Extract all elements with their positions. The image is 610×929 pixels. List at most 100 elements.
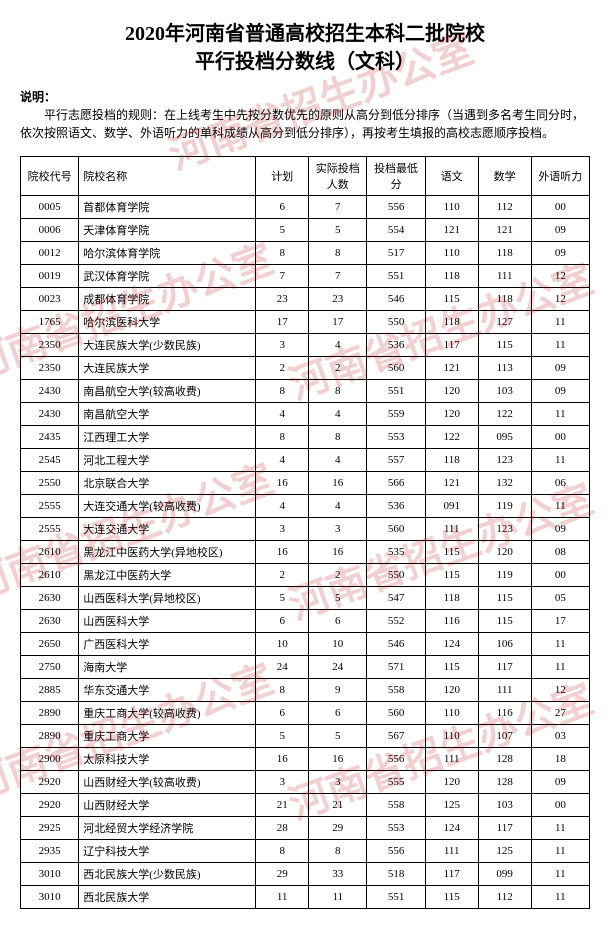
table-cell: 4 xyxy=(256,449,309,472)
table-cell: 16 xyxy=(256,541,309,564)
table-cell: 2630 xyxy=(21,587,79,610)
table-cell: 117 xyxy=(425,863,478,886)
table-cell: 4 xyxy=(256,495,309,518)
table-cell: 121 xyxy=(425,357,478,380)
table-cell: 550 xyxy=(367,311,425,334)
table-cell: 11 xyxy=(531,656,589,679)
table-cell: 0006 xyxy=(21,219,79,242)
table-cell: 11 xyxy=(256,886,309,909)
table-cell: 547 xyxy=(367,587,425,610)
title-line1: 2020年河南省普通高校招生本科二批院校 xyxy=(20,20,590,48)
table-cell: 553 xyxy=(367,426,425,449)
table-cell: 116 xyxy=(478,702,531,725)
table-row: 2900太原科技大学161655611112818 xyxy=(21,748,590,771)
table-cell: 127 xyxy=(478,311,531,334)
table-cell: 551 xyxy=(367,265,425,288)
table-cell: 06 xyxy=(531,472,589,495)
table-cell: 23 xyxy=(309,288,367,311)
table-cell: 118 xyxy=(425,587,478,610)
table-cell: 5 xyxy=(309,587,367,610)
table-cell: 567 xyxy=(367,725,425,748)
table-cell: 128 xyxy=(478,748,531,771)
table-cell: 西北民族大学(少数民族) xyxy=(79,863,256,886)
table-cell: 10 xyxy=(256,633,309,656)
table-cell: 08 xyxy=(531,541,589,564)
table-cell: 117 xyxy=(478,817,531,840)
table-cell: 117 xyxy=(478,656,531,679)
th-plan: 计划 xyxy=(256,157,309,196)
table-cell: 北京联合大学 xyxy=(79,472,256,495)
table-cell: 124 xyxy=(425,817,478,840)
table-row: 0012哈尔滨体育学院8851711011809 xyxy=(21,242,590,265)
table-cell: 128 xyxy=(478,771,531,794)
table-cell: 西北民族大学 xyxy=(79,886,256,909)
table-row: 2650广西医科大学101054612410611 xyxy=(21,633,590,656)
table-cell: 黑龙江中医药大学(异地校区) xyxy=(79,541,256,564)
table-row: 2435江西理工大学8855312209500 xyxy=(21,426,590,449)
table-cell: 27 xyxy=(531,702,589,725)
table-cell: 556 xyxy=(367,748,425,771)
table-cell: 21 xyxy=(309,794,367,817)
table-row: 2920山西财经大学(较高收费)3355512012809 xyxy=(21,771,590,794)
table-cell: 28 xyxy=(256,817,309,840)
table-cell: 110 xyxy=(425,702,478,725)
table-cell: 546 xyxy=(367,288,425,311)
table-cell: 2610 xyxy=(21,564,79,587)
table-cell: 大连交通大学(较高收费) xyxy=(79,495,256,518)
table-row: 2630山西医科大学(异地校区)5554711811505 xyxy=(21,587,590,610)
table-cell: 16 xyxy=(256,748,309,771)
table-row: 2610黑龙江中医药大学2255011511900 xyxy=(21,564,590,587)
table-cell: 107 xyxy=(478,725,531,748)
table-cell: 103 xyxy=(478,380,531,403)
table-cell: 12 xyxy=(531,679,589,702)
table-row: 2610黑龙江中医药大学(异地校区)161653511512008 xyxy=(21,541,590,564)
table-cell: 118 xyxy=(478,288,531,311)
table-cell: 哈尔滨医科大学 xyxy=(79,311,256,334)
table-row: 3010西北民族大学111155111511211 xyxy=(21,886,590,909)
table-cell: 118 xyxy=(425,265,478,288)
th-shuxue: 数学 xyxy=(478,157,531,196)
table-cell: 119 xyxy=(478,495,531,518)
table-cell: 09 xyxy=(531,380,589,403)
table-cell: 武汉体育学院 xyxy=(79,265,256,288)
table-cell: 115 xyxy=(425,564,478,587)
table-row: 2935辽宁科技大学8855611112511 xyxy=(21,840,590,863)
table-cell: 3 xyxy=(256,518,309,541)
table-row: 2430南昌航空大学(较高收费)8855112010309 xyxy=(21,380,590,403)
table-cell: 4 xyxy=(256,403,309,426)
table-cell: 3 xyxy=(309,771,367,794)
table-cell: 4 xyxy=(309,495,367,518)
table-cell: 2555 xyxy=(21,518,79,541)
table-cell: 0005 xyxy=(21,196,79,219)
table-cell: 4 xyxy=(309,449,367,472)
table-row: 0023成都体育学院232354611511812 xyxy=(21,288,590,311)
table-cell: 重庆工商大学 xyxy=(79,725,256,748)
table-cell: 120 xyxy=(478,541,531,564)
table-row: 2890重庆工商大学(较高收费)6656011011627 xyxy=(21,702,590,725)
note-label: 说明： xyxy=(20,90,56,104)
table-cell: 2750 xyxy=(21,656,79,679)
table-cell: 517 xyxy=(367,242,425,265)
table-cell: 3010 xyxy=(21,863,79,886)
table-cell: 103 xyxy=(478,794,531,817)
table-cell: 551 xyxy=(367,886,425,909)
table-cell: 大连交通大学 xyxy=(79,518,256,541)
th-waiyu: 外语听力 xyxy=(531,157,589,196)
table-cell: 6 xyxy=(309,610,367,633)
table-cell: 6 xyxy=(256,196,309,219)
table-cell: 2650 xyxy=(21,633,79,656)
table-cell: 03 xyxy=(531,725,589,748)
table-cell: 111 xyxy=(425,840,478,863)
table-cell: 552 xyxy=(367,610,425,633)
table-cell: 05 xyxy=(531,587,589,610)
table-cell: 2900 xyxy=(21,748,79,771)
table-cell: 121 xyxy=(425,472,478,495)
table-cell: 560 xyxy=(367,518,425,541)
table-cell: 115 xyxy=(425,656,478,679)
table-row: 2350大连民族大学2256012111309 xyxy=(21,357,590,380)
table-cell: 118 xyxy=(478,242,531,265)
table-cell: 123 xyxy=(478,518,531,541)
title-line2: 平行投档分数线（文科） xyxy=(20,48,590,76)
table-cell: 536 xyxy=(367,495,425,518)
table-cell: 558 xyxy=(367,679,425,702)
